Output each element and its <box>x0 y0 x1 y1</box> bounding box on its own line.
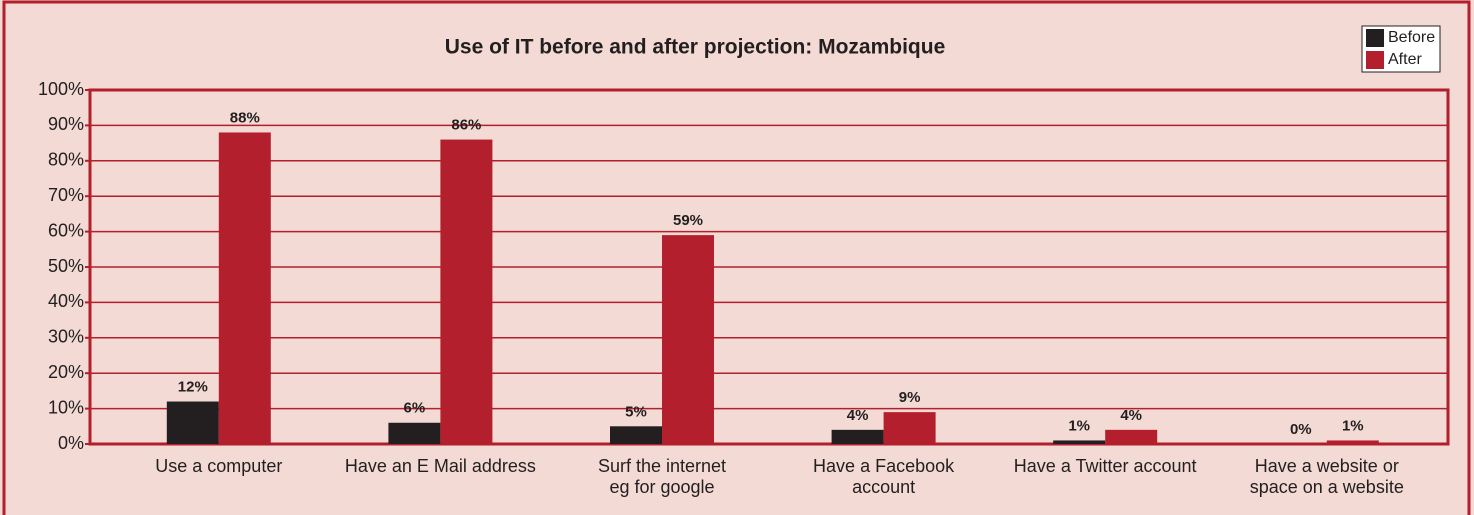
bar <box>883 412 936 444</box>
bar <box>831 429 884 444</box>
bar <box>440 139 493 444</box>
value-label: 1% <box>1342 417 1364 434</box>
x-tick-label: Have a Twitter account <box>1013 456 1197 476</box>
x-tick-label: Surf the internet eg for google <box>597 456 727 497</box>
y-tick-label: 70% <box>48 185 84 205</box>
legend-swatch <box>1366 29 1384 47</box>
y-tick-label: 80% <box>48 150 84 170</box>
value-label: 6% <box>404 400 426 417</box>
bar <box>1053 440 1106 444</box>
value-label: 4% <box>847 407 869 424</box>
value-label: 0% <box>1290 421 1312 438</box>
y-tick-label: 60% <box>48 220 84 240</box>
value-label: 9% <box>899 389 921 406</box>
bar <box>388 422 441 444</box>
y-tick-label: 0% <box>58 433 84 453</box>
x-tick-label: Have a website or space on a website <box>1249 456 1404 497</box>
y-tick-label: 20% <box>48 362 84 382</box>
legend-label: Before <box>1388 29 1435 46</box>
value-label: 12% <box>178 378 208 395</box>
y-tick-label: 50% <box>48 256 84 276</box>
chart-title: Use of IT before and after projection: M… <box>445 36 946 59</box>
legend-swatch <box>1366 51 1384 69</box>
y-tick-label: 30% <box>48 327 84 347</box>
value-label: 1% <box>1068 417 1090 434</box>
bar <box>166 401 219 444</box>
value-label: 5% <box>625 403 647 420</box>
value-label: 88% <box>230 109 260 126</box>
bar <box>1326 440 1379 444</box>
bar <box>1105 429 1158 444</box>
x-tick-label: Use a computer <box>155 456 283 476</box>
legend-label: After <box>1388 51 1422 68</box>
value-label: 86% <box>451 117 481 134</box>
y-tick-label: 90% <box>48 114 84 134</box>
x-tick-label: Have an E Mail address <box>344 456 536 476</box>
value-label: 59% <box>673 212 703 229</box>
y-tick-label: 10% <box>48 397 84 417</box>
y-tick-label: 40% <box>48 291 84 311</box>
y-tick-label: 100% <box>38 79 84 99</box>
bar <box>218 132 271 445</box>
x-tick-label: Have a Facebook account <box>813 456 955 497</box>
bar <box>610 426 662 444</box>
bar <box>662 235 714 444</box>
value-label: 4% <box>1120 407 1142 424</box>
